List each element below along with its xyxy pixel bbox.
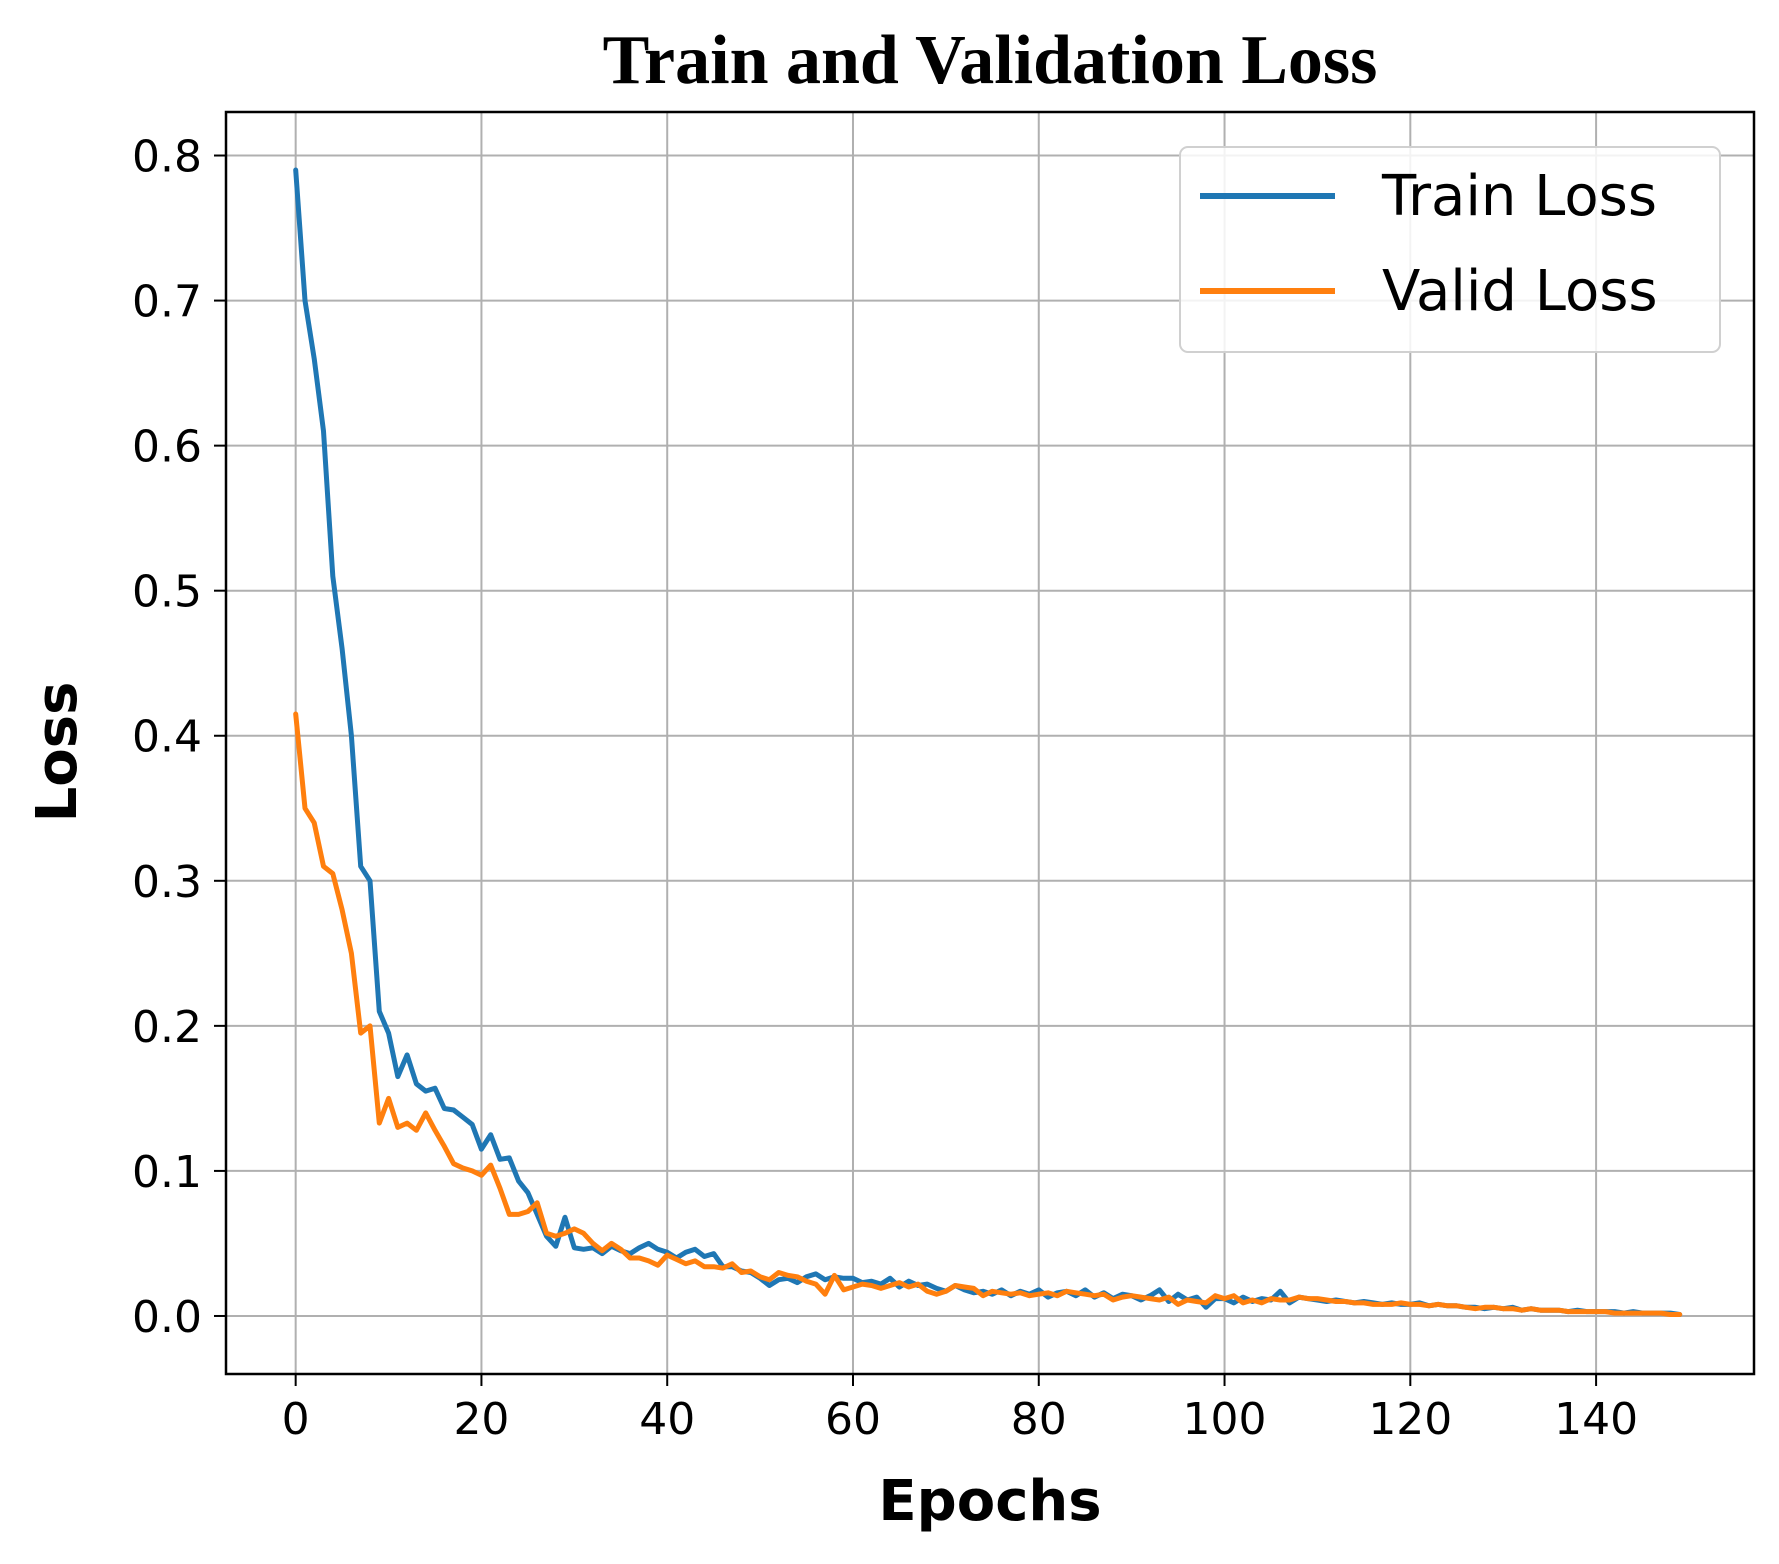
legend: Train Loss Valid Loss: [1179, 146, 1721, 353]
y-tick-label: 0.6: [132, 422, 202, 473]
y-tick-label: 0.3: [132, 857, 202, 908]
plot-frame: [224, 110, 1756, 1376]
legend-label-valid-loss: Valid Loss: [1382, 259, 1658, 324]
x-tick-label: 140: [1554, 1394, 1638, 1445]
axis-ticks: 0 20 40 60 80 100 120 140 0.0 0.1 0.2 0.3 0.4 0.5 0.6 0…: [132, 132, 1638, 1445]
y-axis-label: Loss: [25, 682, 90, 823]
y-tick-label: 0.8: [132, 132, 202, 183]
x-tick-label: 80: [1011, 1394, 1067, 1445]
y-tick-label: 0.2: [132, 1002, 202, 1053]
x-tick-label: 100: [1183, 1394, 1267, 1445]
y-tick-label: 0.0: [132, 1292, 202, 1343]
legend-label-train-loss: Train Loss: [1381, 164, 1657, 229]
x-axis-label: Epochs: [878, 1469, 1101, 1534]
x-tick-label: 40: [639, 1394, 695, 1445]
y-tick-label: 0.4: [132, 712, 202, 763]
series-lines: [293, 167, 1683, 1317]
y-tick-label: 0.7: [132, 277, 202, 328]
x-tick-label: 60: [825, 1394, 881, 1445]
y-tick-label: 0.1: [132, 1147, 202, 1198]
x-tick-label: 20: [453, 1394, 509, 1445]
y-tick-label: 0.5: [132, 567, 202, 618]
chart-title: Train and Validation Loss: [603, 22, 1378, 99]
x-tick-label: 0: [282, 1394, 310, 1445]
series-line-valid-loss: [293, 711, 1683, 1317]
x-tick-label: 120: [1368, 1394, 1452, 1445]
